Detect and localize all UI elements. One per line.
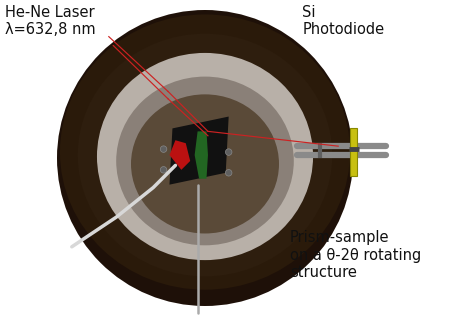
Ellipse shape: [160, 167, 167, 173]
Text: He-Ne Laser
λ=632,8 nm: He-Ne Laser λ=632,8 nm: [5, 5, 95, 37]
Ellipse shape: [78, 34, 332, 277]
Polygon shape: [195, 131, 208, 179]
FancyBboxPatch shape: [350, 128, 357, 176]
Ellipse shape: [160, 146, 167, 153]
Ellipse shape: [131, 94, 279, 234]
Polygon shape: [170, 140, 190, 170]
Text: Si
Photodiode: Si Photodiode: [302, 5, 384, 37]
Text: Prism-sample
on a θ-2θ rotating
structure: Prism-sample on a θ-2θ rotating structur…: [290, 230, 421, 280]
Ellipse shape: [60, 14, 350, 290]
Ellipse shape: [57, 10, 353, 306]
Ellipse shape: [226, 170, 232, 176]
Polygon shape: [170, 117, 228, 185]
Ellipse shape: [116, 77, 294, 245]
Ellipse shape: [226, 149, 232, 155]
Ellipse shape: [97, 53, 313, 260]
